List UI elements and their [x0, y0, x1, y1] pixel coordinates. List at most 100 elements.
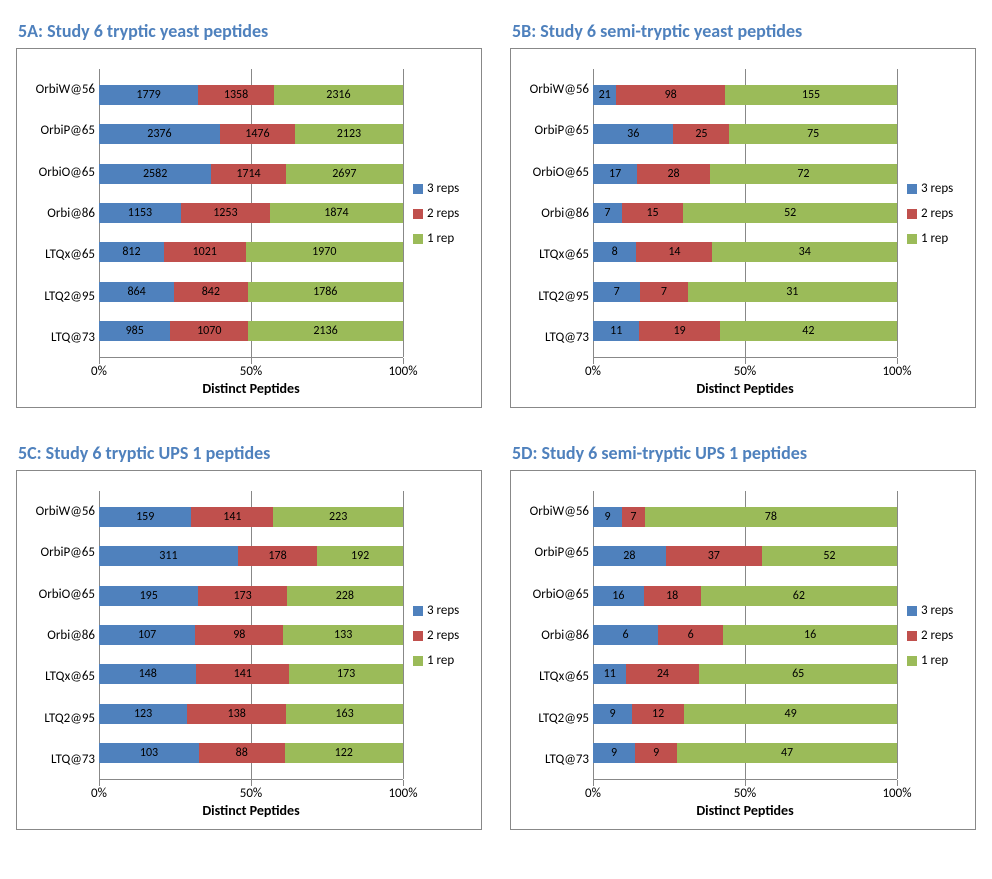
legend-item-1rep: 1 rep [413, 231, 473, 246]
data-label: 9 [609, 707, 615, 721]
bar-segment-2reps: 7 [640, 282, 687, 302]
bar-segment-1rep: 228 [287, 586, 403, 606]
bar-segment-3reps: 9 [593, 743, 635, 763]
data-label: 19 [673, 324, 685, 338]
bar-row: 123 138 163 [99, 704, 403, 724]
data-label: 52 [784, 206, 796, 220]
data-label: 123 [134, 707, 152, 721]
x-tick-label: 50% [240, 786, 262, 801]
bar-segment-1rep: 163 [286, 704, 403, 724]
data-label: 1786 [313, 285, 337, 299]
bar-segment-1rep: 31 [688, 282, 897, 302]
bar-segment-3reps: 812 [99, 242, 164, 262]
bar-segment-1rep: 2697 [286, 164, 403, 184]
data-label: 2697 [332, 167, 356, 181]
bar-row: 237614762123 [99, 124, 403, 144]
bar-segment-1rep: 2123 [295, 124, 403, 144]
panel-title-5C: 5C: Study 6 tryptic UPS 1 peptides [18, 442, 482, 464]
y-axis-label: LTQ2@95 [519, 290, 589, 303]
data-label: 2582 [143, 167, 167, 181]
data-label: 7 [614, 285, 620, 299]
bar-segment-1rep: 155 [725, 85, 897, 105]
panel-title-5B: 5B: Study 6 semi-tryptic yeast peptides [512, 20, 976, 42]
data-label: 2123 [337, 127, 361, 141]
bar-segment-3reps: 985 [99, 321, 170, 341]
grid-line [403, 69, 404, 357]
bar-segment-2reps: 12 [632, 704, 684, 724]
bar-segment-3reps: 148 [99, 664, 196, 684]
bar-row: 177913582316 [99, 85, 403, 105]
panel-5C: 5C: Study 6 tryptic UPS 1 peptides OrbiW… [16, 442, 482, 830]
y-axis-label: LTQ2@95 [25, 290, 95, 303]
bar-row: 8648421786 [99, 282, 403, 302]
legend-label: 2 reps [427, 206, 459, 221]
data-label: 122 [335, 746, 353, 760]
legend-item-2reps: 2 reps [907, 628, 967, 643]
bar-segment-2reps: 6 [658, 625, 723, 645]
bar-row: 115312531874 [99, 203, 403, 223]
legend-item-3reps: 3 reps [907, 603, 967, 618]
data-label: 138 [228, 707, 246, 721]
x-tick-label: 100% [388, 786, 417, 801]
legend-item-1rep: 1 rep [413, 653, 473, 668]
legend-swatch-icon [413, 606, 423, 616]
data-label: 228 [336, 589, 354, 603]
bar-segment-3reps: 864 [99, 282, 174, 302]
bar-row: 2582 1714 2697 [99, 164, 403, 184]
data-label: 103 [140, 746, 158, 760]
bar-segment-2reps: 24 [626, 664, 699, 684]
bar-segment-3reps: 9 [593, 704, 632, 724]
legend-item-2reps: 2 reps [413, 206, 473, 221]
data-label: 72 [797, 167, 809, 181]
bar-row: 98510702136 [99, 321, 403, 341]
data-label: 192 [351, 549, 369, 563]
panel-5B: 5B: Study 6 semi-tryptic yeast peptides … [510, 20, 976, 408]
data-label: 223 [329, 510, 347, 524]
data-label: 2136 [313, 324, 337, 338]
chart-box-5D: OrbiW@56OrbiP@65OrbiO@65Orbi@86LTQx@65LT… [510, 470, 976, 830]
data-label: 9 [653, 746, 659, 760]
data-label: 1714 [236, 167, 260, 181]
y-axis-label: Orbi@86 [519, 629, 589, 642]
data-label: 2316 [326, 88, 350, 102]
bar-segment-2reps: 141 [191, 507, 273, 527]
legend-label: 1 rep [427, 653, 454, 668]
data-label: 1970 [312, 245, 336, 259]
bar-segment-1rep: 72 [710, 164, 897, 184]
bar-segment-1rep: 223 [273, 507, 403, 527]
x-tick-label: 100% [388, 364, 417, 379]
data-label: 1874 [324, 206, 348, 220]
data-label: 6 [623, 628, 629, 642]
plot-area: 219815536257517287271552814347731111942 [593, 69, 897, 358]
y-axis-label: OrbiW@56 [519, 83, 589, 96]
bar-segment-2reps: 141 [196, 664, 289, 684]
x-tick-label: 100% [882, 786, 911, 801]
legend-swatch-icon [413, 184, 423, 194]
legend-item-3reps: 3 reps [413, 181, 473, 196]
panel-title-5A: 5A: Study 6 tryptic yeast peptides [18, 20, 482, 42]
bar-segment-2reps: 1476 [220, 124, 295, 144]
data-label: 178 [268, 549, 286, 563]
data-label: 25 [695, 127, 707, 141]
data-label: 62 [793, 589, 805, 603]
panel-5A: 5A: Study 6 tryptic yeast peptides OrbiW… [16, 20, 482, 408]
y-axis-label: LTQx@65 [25, 670, 95, 683]
y-axis-label: OrbiP@65 [25, 546, 95, 559]
data-label: 159 [136, 510, 154, 524]
data-label: 1153 [128, 206, 152, 220]
y-axis-label: OrbiW@56 [519, 505, 589, 518]
bar-segment-3reps: 159 [99, 507, 191, 527]
bar-segment-1rep: 122 [285, 743, 403, 763]
data-label: 42 [802, 324, 814, 338]
legend-item-2reps: 2 reps [413, 628, 473, 643]
bar-segment-1rep: 16 [723, 625, 897, 645]
bar-row: 112465 [593, 664, 897, 684]
bar-segment-2reps: 25 [673, 124, 729, 144]
data-label: 9 [611, 746, 617, 760]
bar-row: 311178192 [99, 546, 403, 566]
data-label: 985 [126, 324, 144, 338]
y-axis-label: Orbi@86 [519, 207, 589, 220]
bar-segment-3reps: 7 [593, 203, 622, 223]
x-tick-label: 50% [734, 364, 756, 379]
bar-segment-1rep: 192 [317, 546, 403, 566]
